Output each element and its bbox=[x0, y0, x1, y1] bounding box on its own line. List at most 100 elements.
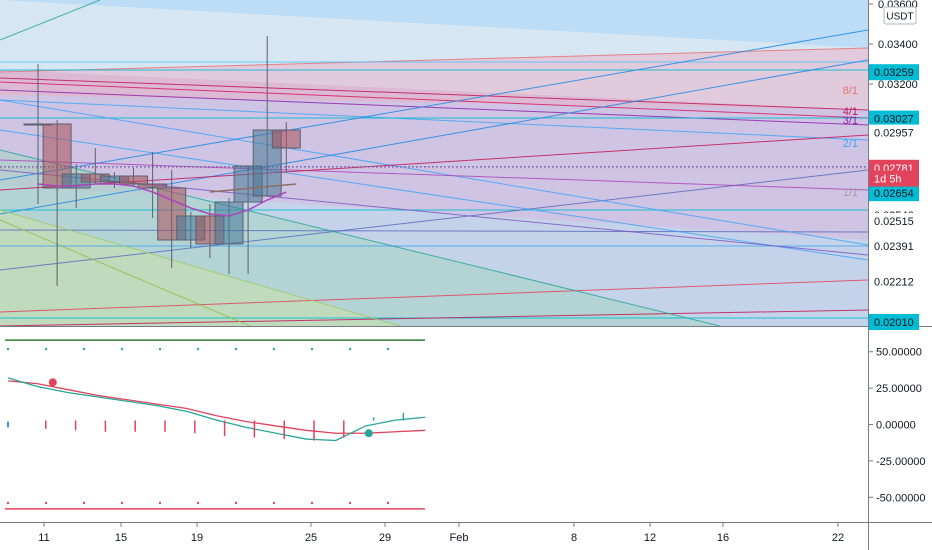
candle-body bbox=[271, 129, 301, 149]
currency-label[interactable]: USDT bbox=[883, 6, 917, 25]
oscillator-axis[interactable]: 50.00000 25.00000 0.00000 -25.00000 -50.0000… bbox=[868, 347, 926, 505]
price-badge-label: 0.02957 bbox=[874, 128, 914, 140]
oscillator-tick-label: -50.00000 bbox=[876, 492, 926, 504]
fan-line bbox=[0, 77, 868, 111]
fan-line bbox=[0, 99, 868, 141]
fan-label: 1/1 bbox=[843, 187, 858, 199]
upper-dot bbox=[6, 347, 10, 351]
oscillator-tick-label: -25.00000 bbox=[876, 456, 926, 468]
fan-line bbox=[0, 219, 251, 326]
fan-label: 3/1 bbox=[843, 115, 858, 127]
upper-dot bbox=[158, 347, 162, 351]
price-badge[interactable]: 0.02654 bbox=[869, 185, 919, 202]
price-grid bbox=[0, 166, 868, 169]
price-badge-label: 0.02654 bbox=[874, 188, 914, 200]
price-tick-label: 0.03200 bbox=[878, 79, 918, 91]
lower-dot bbox=[386, 501, 390, 505]
time-tick-label: 25 bbox=[305, 532, 317, 544]
price-badge-label: 0.03259 bbox=[874, 67, 914, 79]
upper-dot bbox=[348, 347, 352, 351]
price-badge[interactable]: 0.03259 bbox=[869, 64, 919, 81]
time-tick-label: 16 bbox=[717, 532, 729, 544]
upper-dot bbox=[272, 347, 276, 351]
oscillator-series-line bbox=[7, 377, 426, 442]
price-badge-bg bbox=[869, 237, 919, 254]
fan-line bbox=[0, 309, 868, 326]
price-badge[interactable]: 0.03027 bbox=[869, 110, 919, 127]
candle-body bbox=[214, 201, 244, 245]
price-badge-label: 0.02212 bbox=[874, 277, 914, 289]
price-axis[interactable]: 0.036000.034000.032000.020000.032590.030… bbox=[868, 0, 919, 331]
fan-line bbox=[0, 81, 868, 119]
fan-zone-pink bbox=[0, 48, 868, 110]
countdown-badge-label: 1d 5h bbox=[874, 174, 902, 186]
oscillator-tick-label: 25.00000 bbox=[876, 383, 922, 395]
fan-line bbox=[0, 29, 868, 181]
time-tick-label: 22 bbox=[832, 532, 844, 544]
lower-dot bbox=[196, 501, 200, 505]
fan-line bbox=[0, 129, 868, 261]
price-badge-bg bbox=[869, 185, 919, 202]
fan-zone-top bbox=[0, 0, 868, 48]
countdown-badge-bg bbox=[869, 170, 919, 187]
price-badge-bg bbox=[869, 213, 919, 229]
upper-dot bbox=[386, 347, 390, 351]
fan-line bbox=[0, 229, 868, 233]
price-badge[interactable]: 0.02391 bbox=[869, 237, 919, 254]
fan-label: 4/1 bbox=[843, 106, 858, 118]
oscillator-series-line bbox=[7, 380, 426, 434]
lower-dot bbox=[272, 501, 276, 505]
price-badge-bg bbox=[869, 273, 919, 290]
moving-average-line bbox=[37, 183, 287, 217]
oscillator-background bbox=[0, 327, 868, 522]
candlestick-series bbox=[23, 36, 301, 286]
lower-dot bbox=[234, 501, 238, 505]
candle bbox=[214, 198, 244, 274]
lower-dot bbox=[82, 501, 86, 505]
fan-line bbox=[0, 99, 868, 246]
fan-line bbox=[0, 89, 868, 126]
fan-labels: 8/1 4/13/1 2/1 1/1 bbox=[843, 85, 858, 199]
price-badge-bg bbox=[869, 314, 919, 330]
signal-marker bbox=[48, 378, 57, 387]
price-tick-label: 0.03400 bbox=[878, 39, 918, 51]
time-axis[interactable]: 11 15 19 25 29 Feb 8 12 16 22 bbox=[38, 522, 844, 544]
price-tick-label: 0.03600 bbox=[878, 0, 918, 11]
candle-body bbox=[138, 183, 168, 189]
lower-dot bbox=[120, 501, 124, 505]
price-badge-bg bbox=[869, 64, 919, 81]
time-tick-label: 19 bbox=[191, 532, 203, 544]
price-badge[interactable]: 0.02010 bbox=[869, 314, 919, 330]
fan-line bbox=[0, 0, 101, 41]
price-badge[interactable]: 0.02212 bbox=[869, 273, 919, 290]
candle bbox=[119, 168, 148, 186]
time-tick-label: 12 bbox=[644, 532, 656, 544]
price-badge-bg bbox=[869, 124, 919, 141]
time-tick-label: 11 bbox=[38, 532, 49, 544]
oscillator-tick-label: 0.00000 bbox=[876, 420, 916, 432]
upper-dot bbox=[234, 347, 238, 351]
signal-marker bbox=[364, 429, 373, 438]
fan-label: 2/1 bbox=[843, 138, 858, 150]
upper-dot bbox=[120, 347, 124, 351]
price-badge[interactable]: 0.02957 bbox=[869, 124, 919, 141]
price-badge[interactable]: 0.02515 bbox=[869, 213, 919, 229]
oscillator-tick-label: 50.00000 bbox=[876, 347, 922, 359]
price-badge-bg bbox=[869, 110, 919, 127]
fan-zone-purple bbox=[0, 70, 868, 240]
fan-line bbox=[0, 47, 868, 73]
price-badge-label: 0.03027 bbox=[874, 114, 914, 126]
lower-dot bbox=[310, 501, 314, 505]
price-badge-label: 0.02391 bbox=[874, 241, 914, 253]
countdown-badge: 1d 5h bbox=[869, 170, 919, 187]
lower-dot bbox=[44, 501, 48, 505]
candle-body bbox=[119, 175, 148, 185]
fan-label: 8/1 bbox=[843, 85, 858, 97]
upper-dot bbox=[44, 347, 48, 351]
time-tick-label: Feb bbox=[450, 532, 469, 544]
lower-dot bbox=[158, 501, 162, 505]
oscillator-pane bbox=[0, 327, 868, 522]
fan-line bbox=[0, 279, 868, 313]
upper-dot bbox=[196, 347, 200, 351]
